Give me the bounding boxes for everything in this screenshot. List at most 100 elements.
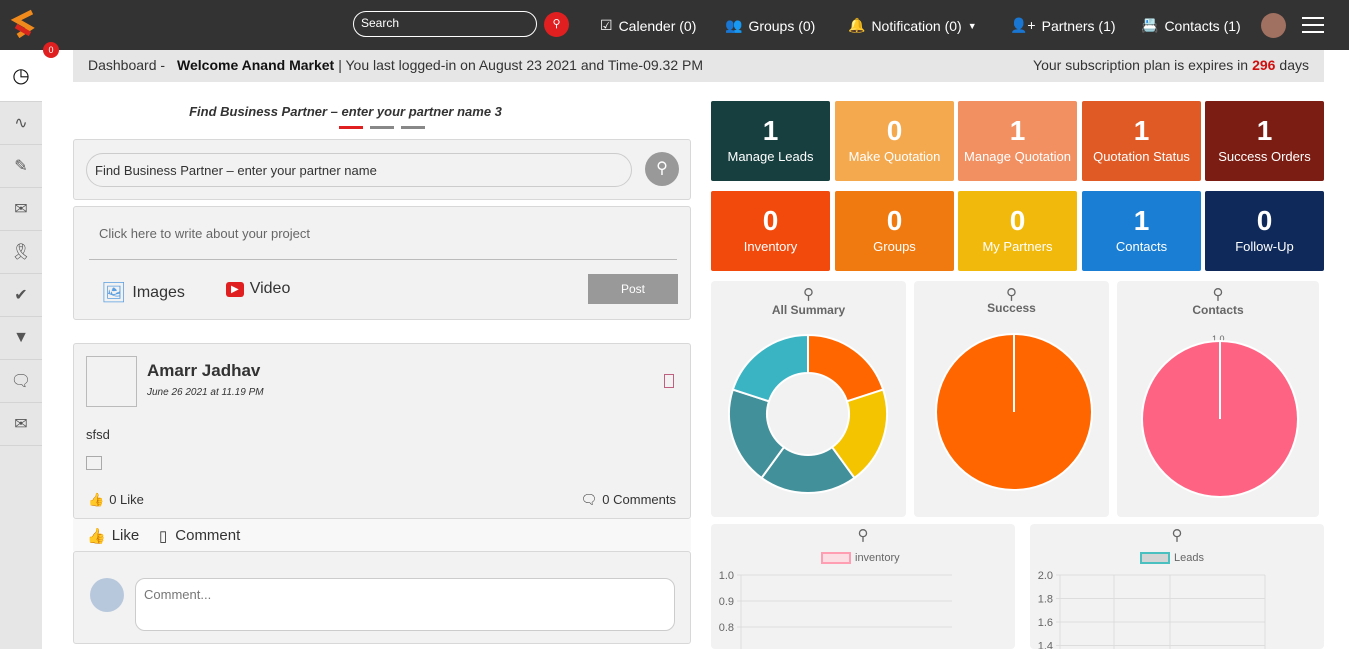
- y-tick-label: 1.6: [1038, 617, 1053, 629]
- tile-make-quotation[interactable]: 0 Make Quotation: [835, 101, 954, 181]
- top-navbar: Search ⚲ ☑ Calender (0) 👥 Groups (0) 🔔 Noti…: [0, 0, 1349, 50]
- nav-contacts[interactable]: 📇 Contacts (1): [1141, 17, 1241, 34]
- bell-icon: 🔔: [848, 17, 866, 33]
- thumbs-up-icon: 👍: [88, 492, 105, 507]
- groups-icon: 👥: [725, 17, 743, 33]
- sidebar-item-award[interactable]: 🎗: [0, 231, 42, 274]
- y-tick-label: 1.4: [1038, 641, 1053, 649]
- user-avatar-icon: [90, 578, 124, 612]
- tile-count: 0: [1256, 205, 1273, 236]
- legend[interactable]: inventory: [821, 552, 900, 564]
- search-button[interactable]: ⚲: [544, 12, 569, 37]
- tile-count: 0: [762, 205, 779, 236]
- tile-count: 0: [886, 205, 903, 236]
- donut-segment[interactable]: [807, 333, 885, 403]
- y-tick-label: 2.0: [1038, 570, 1053, 582]
- zoom-icon[interactable]: ⚲: [1006, 286, 1017, 303]
- sidebar-item-check[interactable]: ✔: [0, 274, 42, 317]
- donut-chart: [728, 333, 888, 494]
- like-button[interactable]: 👍 Like: [87, 527, 139, 545]
- avatar[interactable]: [1261, 13, 1286, 38]
- tile-count: 1: [1009, 115, 1026, 146]
- comment-box: Comment...: [73, 551, 691, 644]
- post-menu-icon[interactable]: [664, 374, 674, 388]
- sidebar-item-mail[interactable]: ✉: [0, 403, 42, 446]
- zoom-icon[interactable]: ⚲: [1212, 286, 1224, 303]
- legend[interactable]: Leads: [1140, 552, 1204, 564]
- tile-quotation-status[interactable]: 1 Quotation Status: [1082, 101, 1201, 181]
- inventory-panel: ⚲ 1.00.90.80.7 inventory: [711, 524, 1015, 649]
- dashboard-icon: ◷: [12, 65, 30, 87]
- finder-title: Find Business Partner – enter your partn…: [189, 104, 502, 119]
- tile-groups[interactable]: 0 Groups: [835, 191, 954, 271]
- images-button[interactable]: 🖼 Images: [101, 280, 185, 305]
- leads-panel: ⚲ 2.0 1.8 1.6 1.4 Leads: [1030, 524, 1324, 649]
- tile-contacts[interactable]: 1 Contacts: [1082, 191, 1201, 271]
- carousel-indicators[interactable]: [339, 126, 425, 129]
- comment-button[interactable]: ▯ Comment: [159, 527, 240, 545]
- post-image: [86, 456, 102, 470]
- y-tick-label: 0.9: [719, 596, 734, 608]
- comment-input[interactable]: Comment...: [135, 578, 675, 631]
- filter-icon: ▼: [13, 329, 29, 346]
- nav-calendar[interactable]: ☑ Calender (0): [600, 17, 696, 34]
- hamburger-menu-icon[interactable]: [1302, 17, 1324, 33]
- award-icon: 🎗: [10, 244, 32, 261]
- like-count-label: 0 Like: [109, 492, 144, 507]
- welcome-text: Welcome Anand Market: [177, 57, 335, 73]
- comment-count[interactable]: 🗨 0 Comments: [581, 492, 676, 508]
- sidebar-item-dashboard[interactable]: ◷: [0, 50, 42, 102]
- zoom-icon[interactable]: ⚲: [1171, 527, 1183, 544]
- chat-icon: 🗨: [10, 373, 32, 390]
- sidebar-item-edit[interactable]: ✎: [0, 145, 42, 188]
- subscription-text: Your subscription plan is expires in: [1033, 57, 1249, 73]
- nav-calendar-label: Calender (0): [618, 17, 697, 34]
- like-count[interactable]: 👍 0 Like: [88, 492, 144, 508]
- video-icon: ▶: [226, 281, 244, 297]
- nav-groups[interactable]: 👥 Groups (0): [725, 17, 815, 34]
- tile-label: My Partners: [982, 239, 1053, 254]
- zoom-icon[interactable]: ⚲: [857, 527, 869, 544]
- tile-success-orders[interactable]: 1 Success Orders: [1205, 101, 1324, 181]
- tile-my-partners[interactable]: 0 My Partners: [958, 191, 1077, 271]
- partner-search-input[interactable]: Find Business Partner – enter your partn…: [86, 153, 632, 187]
- sidebar-item-chat[interactable]: 🗨: [0, 360, 42, 403]
- legend-label: Leads: [1174, 552, 1204, 564]
- sidebar-item-analytics[interactable]: ∿: [0, 102, 42, 145]
- video-label: Video: [249, 280, 291, 297]
- like-label: Like: [111, 527, 140, 544]
- tile-follow-up[interactable]: 0 Follow-Up: [1205, 191, 1324, 271]
- donut-segment[interactable]: [731, 333, 809, 403]
- project-textarea[interactable]: Click here to write about your project: [99, 226, 310, 241]
- user-plus-icon: 👤+: [1010, 17, 1036, 33]
- nav-notification[interactable]: 🔔 Notification (0) ▼: [848, 17, 977, 34]
- comment-label: Comment: [175, 527, 241, 544]
- search-input[interactable]: Search: [353, 11, 537, 37]
- sidebar-item-filter[interactable]: ▼: [0, 317, 42, 360]
- zoom-icon[interactable]: ⚲: [803, 286, 814, 303]
- comment-count-label: 0 Comments: [602, 492, 676, 507]
- video-button[interactable]: ▶ Video: [226, 280, 290, 298]
- tile-manage-leads[interactable]: 1 Manage Leads: [711, 101, 830, 181]
- nav-partners[interactable]: 👤+ Partners (1): [1010, 17, 1116, 34]
- post-button[interactable]: Post: [588, 274, 678, 304]
- comment-icon: 🗨: [580, 492, 598, 507]
- post-author[interactable]: Amarr Jadhav: [147, 361, 261, 380]
- sidebar-item-mail-check[interactable]: ✉: [0, 188, 42, 231]
- welcome-bar: Dashboard - Welcome Anand Market | You l…: [73, 50, 1324, 82]
- tile-inventory[interactable]: 0 Inventory: [711, 191, 830, 271]
- line-chart: 1.00.90.80.7: [719, 570, 952, 649]
- envelope-icon: ✉: [14, 416, 28, 433]
- logo-icon[interactable]: [10, 8, 38, 42]
- caret-down-icon: ▼: [967, 20, 977, 31]
- last-login-text: | You last logged-in on August 23 2021 a…: [338, 57, 703, 73]
- subscription-days: 296: [1252, 57, 1276, 73]
- tile-label: Manage Leads: [727, 149, 814, 164]
- tile-label: Follow-Up: [1235, 239, 1294, 254]
- tile-label: Make Quotation: [848, 149, 941, 164]
- partner-search-button[interactable]: ⚲: [645, 152, 679, 186]
- author-avatar[interactable]: [86, 356, 137, 407]
- tile-manage-quotation[interactable]: 1 Manage Quotation: [958, 101, 1077, 181]
- tile-count: 1: [1256, 115, 1273, 146]
- finder-box: Find Business Partner – enter your partn…: [73, 139, 691, 200]
